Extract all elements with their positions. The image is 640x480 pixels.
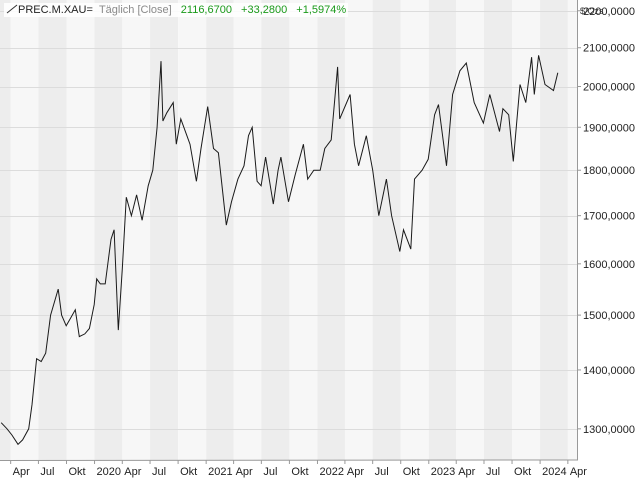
x-tick-label: Okt xyxy=(403,466,420,478)
x-tick-label: Okt xyxy=(291,466,308,478)
x-tick-label: Okt xyxy=(68,466,85,478)
x-tick-label: 2020 xyxy=(97,466,121,478)
period-band xyxy=(122,0,151,460)
y-tick-label: 1400,0000 xyxy=(583,365,635,377)
y-tick-label: 1300,0000 xyxy=(583,424,635,436)
price-change-percent: +1,5974% xyxy=(296,4,347,16)
x-tick-label: Apr xyxy=(236,466,253,478)
period-band xyxy=(483,0,513,460)
period-band xyxy=(567,0,577,460)
period-band xyxy=(428,0,457,460)
period-band xyxy=(261,0,290,460)
y-tick-label: 1600,0000 xyxy=(583,259,635,271)
period-band xyxy=(317,0,345,460)
x-tick-label: Apr xyxy=(13,466,30,478)
last-price: 2116,6700 xyxy=(180,4,232,16)
period-band xyxy=(344,0,373,460)
x-tick-label: Jul xyxy=(40,466,54,478)
period-band xyxy=(38,0,67,460)
period-band xyxy=(512,0,541,460)
x-tick-label: Okt xyxy=(514,466,531,478)
period-band xyxy=(400,0,429,460)
unit-label: $/Ozs xyxy=(580,6,604,16)
price-change: +33,2800 xyxy=(241,4,288,16)
y-tick-label: 1500,0000 xyxy=(583,310,635,322)
period-band xyxy=(94,0,123,460)
x-tick-label: Jul xyxy=(152,466,166,478)
horizontal-gridlines xyxy=(0,11,577,430)
x-tick-label: 2023 xyxy=(431,466,455,478)
period-band xyxy=(456,0,484,460)
x-axis-labels: Apr Jul Okt 2020 Apr Jul Okt 2021 Apr Jul Okt 2022 A… xyxy=(10,460,587,478)
period-bands xyxy=(0,0,577,460)
period-band xyxy=(206,0,234,460)
period-band xyxy=(0,0,11,460)
x-tick-label: Apr xyxy=(124,466,141,478)
x-tick-label: Apr xyxy=(347,466,364,478)
period-band xyxy=(289,0,318,460)
period-band xyxy=(372,0,401,460)
period-band xyxy=(233,0,262,460)
y-tick-label: 2000,0000 xyxy=(583,82,635,94)
period-band xyxy=(540,0,568,460)
x-tick-label: Jul xyxy=(263,466,277,478)
period-band xyxy=(150,0,179,460)
instrument-symbol: PREC.M.XAU= xyxy=(18,4,93,16)
y-axis-line xyxy=(0,0,578,461)
period-label: Täglich [Close] xyxy=(98,4,172,16)
x-tick-label: 2021 xyxy=(208,466,232,478)
x-tick-label: Jul xyxy=(486,466,500,478)
x-tick-label: 2024 xyxy=(542,466,566,478)
line-chart-icon xyxy=(6,4,18,14)
y-axis-labels: 2200,0000 2100,0000 2000,0000 1900,0000 1800… xyxy=(577,6,635,436)
x-tick-label: Jul xyxy=(375,466,389,478)
period-band xyxy=(178,0,207,460)
y-tick-label: 1700,0000 xyxy=(583,211,635,223)
y-tick-label: 2200,0000 xyxy=(583,6,635,18)
chart-header: PREC.M.XAU= Täglich [Close] 2116,6700 +3… xyxy=(4,3,349,17)
y-tick-label: 1800,0000 xyxy=(583,165,635,177)
price-series-line xyxy=(0,55,559,446)
period-band xyxy=(66,0,95,460)
x-tick-label: Apr xyxy=(458,466,475,478)
period-band xyxy=(10,0,39,460)
x-tick-label: 2022 xyxy=(319,466,343,478)
x-tick-label: Okt xyxy=(180,466,197,478)
y-tick-label: 2100,0000 xyxy=(583,43,635,55)
x-tick-label: Apr xyxy=(570,466,587,478)
y-tick-label: 1900,0000 xyxy=(583,122,635,134)
